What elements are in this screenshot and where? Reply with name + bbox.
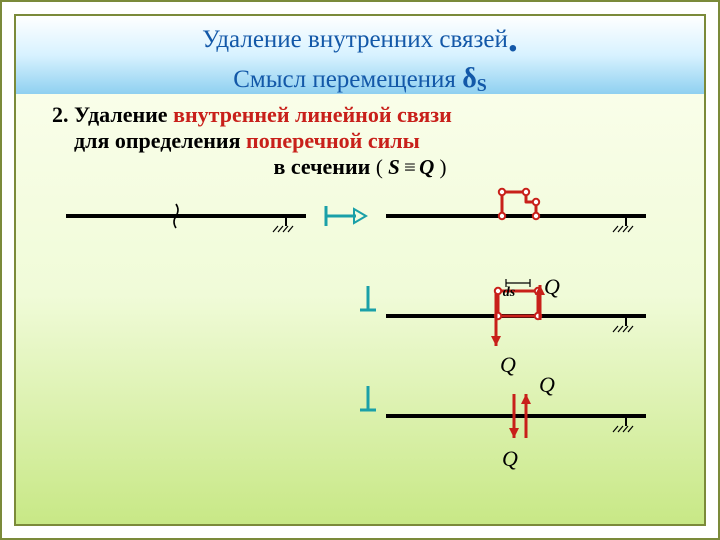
body-seg3: для определения	[52, 128, 246, 153]
slide-title: Удаление внутренних связей. Смысл переме…	[202, 14, 518, 96]
title-line1: Удаление внутренних связей	[202, 26, 508, 53]
body-center-line: в сечении ( S ≡ Q )	[52, 154, 668, 180]
slide-root: Удаление внутренних связей. Смысл переме…	[0, 0, 720, 540]
body-seg5: в сечении	[273, 154, 375, 179]
body-seg1: Удаление	[69, 102, 174, 127]
body-seg2: внутренней линейной связи	[173, 102, 452, 127]
svg-text:Q: Q	[500, 352, 516, 377]
body-text: 2. Удаление внутренней линейной связи дл…	[52, 102, 668, 180]
title-delta: δ	[462, 63, 477, 94]
title-sub: S	[477, 75, 487, 95]
body-num: 2.	[52, 102, 69, 127]
title-line2: Смысл перемещения	[233, 66, 462, 93]
svg-text:Q: Q	[502, 446, 518, 471]
svg-text:ds: ds	[503, 285, 516, 300]
inner-frame: Удаление внутренних связей. Смысл переме…	[14, 14, 706, 526]
body-seg4: поперечной силы	[246, 128, 420, 153]
title-band: Удаление внутренних связей. Смысл переме…	[16, 16, 704, 94]
diagram-canvas: QQQQds	[16, 186, 704, 524]
title-dot: .	[508, 15, 518, 60]
svg-text:Q: Q	[544, 274, 560, 299]
svg-text:Q: Q	[539, 372, 555, 397]
diagram-svg: QQQQds	[16, 186, 704, 526]
body-formula: ( S ≡ Q )	[376, 155, 447, 179]
